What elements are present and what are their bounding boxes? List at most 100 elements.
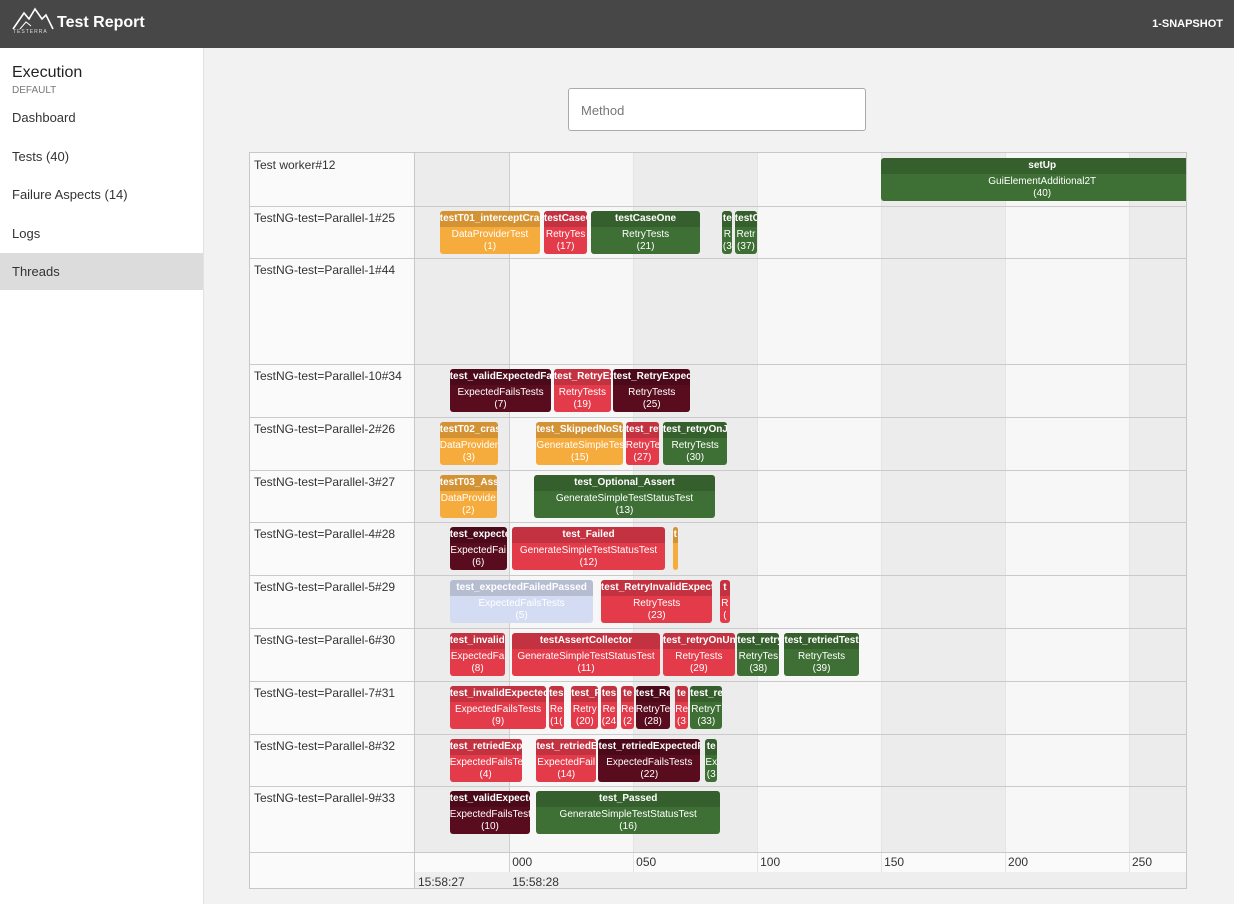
test-item[interactable]: test_invalidE ExpectedFa (8) [449,633,506,676]
test-item[interactable]: test_RetryEx RetryTests (19) [553,369,611,412]
test-item[interactable]: te Re (3 [675,686,688,729]
item-class: RetryTests [675,651,723,662]
test-item[interactable]: test_retriedExpe ExpectedFailsTe (4) [449,739,522,782]
item-id: (1) [483,242,497,252]
nav-item[interactable]: Threads [0,253,203,290]
item-title: test_Failed [511,527,666,543]
test-item[interactable]: test_Optional_Assert GenerateSimpleTestSt… [533,475,715,518]
test-item[interactable]: testT03_Asse DataProvide (2) [439,475,497,518]
test-item[interactable]: test_Passed GenerateSimpleTestStatusTest (… [536,791,720,834]
nav-item[interactable]: Logs [12,225,41,241]
test-item[interactable]: test_expectedFailedPassed ExpectedFailsTe… [449,580,594,623]
test-item[interactable]: test_ret RetryTe (27) [625,422,660,465]
test-item[interactable]: te Re (2 [620,686,635,729]
test-item[interactable]: testAssertCollector GenerateSimpleTestSta… [511,633,661,676]
nav-item[interactable]: Tests (40) [12,148,70,164]
test-item[interactable]: t R ( [719,580,730,623]
x-tick-label: 250 [1131,855,1152,869]
test-item[interactable]: testC Retr (37) [734,211,758,254]
item-title: t [672,527,678,543]
test-item[interactable]: test_expecte ExpectedFai (6) [449,527,507,570]
item-class: ExpectedFai [450,545,506,556]
test-item[interactable]: test_Re RetryTe (28) [635,686,671,729]
test-item[interactable]: test_retry RetryTes (38) [737,633,780,676]
test-item[interactable]: testCaseOne RetryTests (21) [591,211,701,254]
item-id: (8) [471,664,484,674]
row-border [250,852,1186,853]
test-item[interactable]: test_invalidExpectedF ExpectedFailsTests (… [449,686,547,729]
test-item[interactable]: testCaseO RetryTes (17) [543,211,588,254]
test-item[interactable]: test_retriedTestC RetryTests (39) [784,633,859,676]
item-class: RetryT [691,704,722,715]
row-label: TestNG-test=Parallel-8#32 [254,739,396,753]
test-item[interactable]: te Ex (3 [705,739,718,782]
grid-line [509,153,511,872]
row-label: TestNG-test=Parallel-10#34 [254,369,402,383]
item-id: (29) [689,664,708,674]
item-class: RetryTests [628,387,676,398]
test-item[interactable]: testT01_interceptCrash DataProviderTest (1… [439,211,541,254]
test-item[interactable]: test_validExpecte ExpectedFailsTest (10) [449,791,531,834]
test-item[interactable]: test_retriedExpectedFa ExpectedFailsTests… [598,739,701,782]
item-title: test_RetryExpecte [613,369,691,385]
item-id: (3 [677,717,686,727]
item-class: Re [602,704,616,715]
item-id: (21) [636,242,655,252]
item-id: (27) [633,453,652,463]
test-item[interactable]: setUp GuiElementAdditional2T (40) [881,158,1186,201]
item-class: GenerateSimpleTes [536,440,624,451]
item-title: te [722,211,733,227]
item-id: (37) [737,242,755,252]
item-class: RetryTes [738,651,779,662]
test-item[interactable]: test_retryOnJe RetryTests (30) [662,422,728,465]
item-class: ExpectedFailsTests [606,757,693,768]
test-item[interactable]: test_retriedEx ExpectedFail (14) [536,739,596,782]
test-item[interactable]: testT02_crashedDat DataProviderTest (3) [439,422,499,465]
item-id: (30) [686,453,705,463]
item-title: te [620,686,635,702]
nav-item[interactable]: Failure Aspects (14) [12,187,128,202]
item-title: test_retriedExpe [449,739,522,755]
item-class: DataProviderTest [451,229,529,240]
item-id: (16) [619,822,638,832]
test-item[interactable]: tes Re (1( [548,686,564,729]
test-item[interactable]: te R (3 [722,211,733,254]
item-title: testCaseOne [591,211,701,227]
x-tick-label: 000 [512,855,533,869]
item-title: test_Passed [536,791,720,807]
placeholder: Method [581,103,625,118]
test-item[interactable]: test_RetryInvalidExpected RetryTests (23) [600,580,713,623]
test-item[interactable]: test_RetryExpecte RetryTests (25) [613,369,691,412]
grid-line [881,153,883,872]
item-class: R [721,598,729,609]
item-title: test_Optional_Assert [533,475,715,491]
test-item[interactable]: test_retryOnUnn RetryTests (29) [662,633,735,676]
item-id: (19) [573,400,592,410]
item-id: (20) [575,717,594,727]
item-class: GenerateSimpleTestStatusTest [519,545,658,556]
nav-item[interactable]: Dashboard [12,110,76,125]
timeline: 000 050 100 150 200 250 15:58:27 15:58:28 Test w… [249,152,1187,889]
item-id: (5) [515,611,528,621]
test-item[interactable]: test_SkippedNoStat GenerateSimpleTes (15) [536,422,624,465]
row-label: TestNG-test=Parallel-5#29 [254,580,396,594]
test-item[interactable]: t [672,527,678,570]
test-item[interactable]: test_Failed GenerateSimpleTestStatusTest (… [511,527,666,570]
app-header: TESTERRA Test Report 1-SNAPSHOT [0,0,1234,48]
test-item[interactable]: test_ret RetryT (33) [690,686,723,729]
item-id: (3) [462,453,476,463]
item-class: GenerateSimpleTestStatusTest [517,651,655,662]
item-class: GenerateSimpleTestStatusTest [555,493,694,504]
test-item[interactable]: tes Re (24 [600,686,618,729]
item-id: (33) [697,717,716,727]
test-item[interactable]: test_R Retry (20) [571,686,599,729]
item-class: RetryTests [621,229,670,240]
item-title: test_RetryEx [553,369,611,385]
item-class: Re [621,704,634,715]
method-filter[interactable]: Method [568,88,866,131]
row-border [250,522,1186,523]
item-id: (38) [749,664,768,674]
row-label: TestNG-test=Parallel-2#26 [254,422,396,436]
test-item[interactable]: test_validExpectedFaile ExpectedFailsTest… [449,369,552,412]
